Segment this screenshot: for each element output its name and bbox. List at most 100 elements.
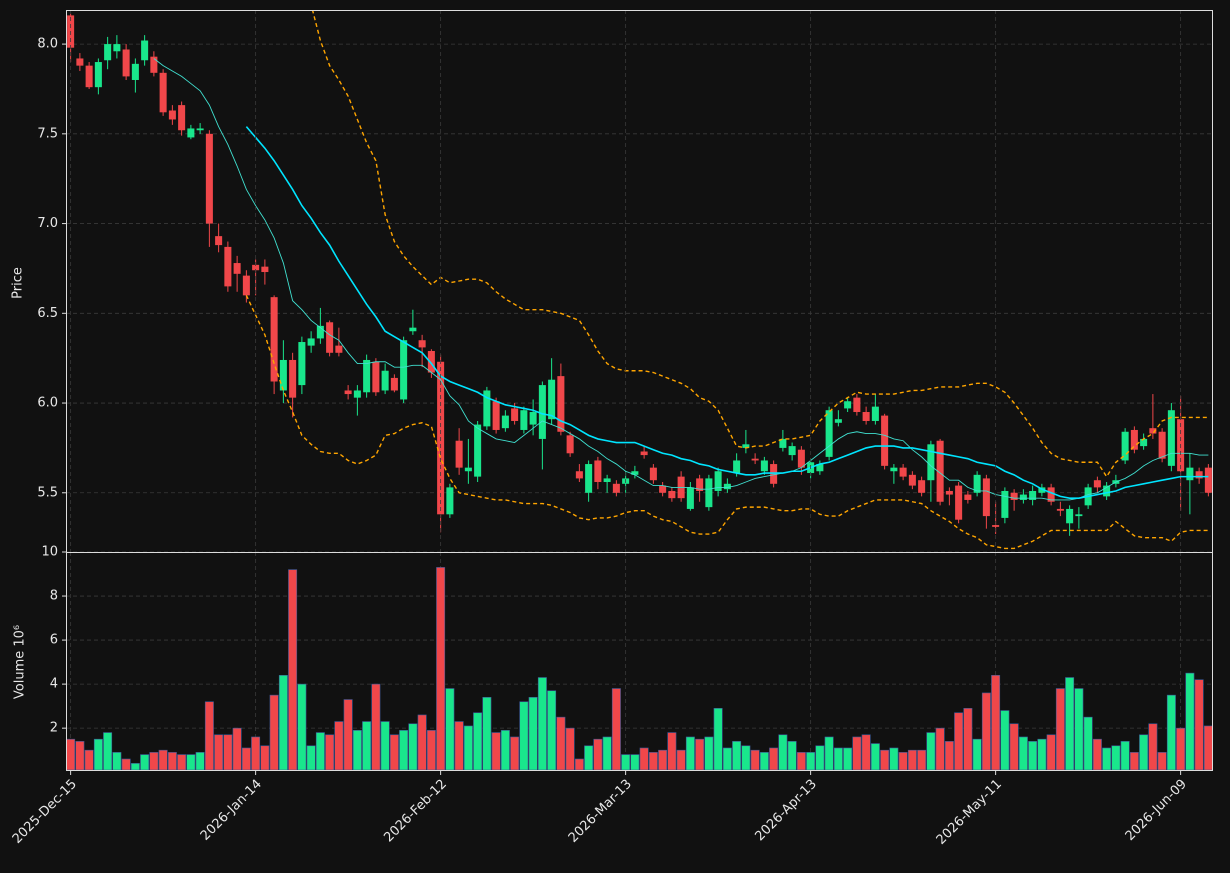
candle-body — [631, 471, 639, 475]
y-tick-label: 6.5 — [37, 306, 58, 321]
volume-bar — [195, 752, 205, 770]
candle-body — [335, 345, 343, 353]
volume-bar — [149, 752, 159, 770]
candle-body — [261, 266, 269, 273]
candle-body — [94, 62, 102, 88]
volume-bar — [547, 690, 557, 770]
volume-bar — [889, 747, 899, 770]
volume-bar — [269, 694, 279, 770]
candle-body — [104, 44, 112, 61]
candle-body — [760, 460, 768, 472]
candle-body — [242, 275, 250, 296]
candle-body — [649, 467, 657, 481]
volume-bar — [362, 721, 372, 770]
volume-bar — [473, 712, 483, 770]
candle-body — [936, 440, 944, 502]
candle-body — [409, 327, 417, 332]
candle-body — [1130, 429, 1138, 450]
candle-body — [612, 483, 620, 493]
candle-body — [455, 440, 463, 468]
candle-body — [464, 467, 472, 472]
candle-body — [1186, 467, 1194, 481]
volume-bar — [528, 697, 538, 770]
volume-bar — [574, 758, 584, 770]
volume-bar — [417, 714, 427, 770]
candle-body — [751, 458, 759, 461]
candle-body — [131, 63, 139, 80]
candle-body — [1001, 490, 1009, 518]
volume-bar — [926, 732, 936, 770]
volume-bar — [204, 701, 214, 770]
candle-body — [178, 105, 186, 131]
volume-bar — [306, 745, 316, 770]
volume-bar — [880, 749, 890, 770]
volume-bar — [519, 701, 529, 770]
candle-body — [992, 525, 1000, 527]
volume-bar — [602, 736, 612, 770]
candle-body — [899, 467, 907, 477]
volume-bar — [907, 749, 917, 770]
volume-bar — [93, 738, 103, 770]
candle-body — [168, 110, 176, 120]
volume-bar — [833, 747, 843, 770]
volume-bar — [741, 745, 751, 770]
volume-bar — [806, 752, 816, 770]
volume-bar — [1055, 688, 1065, 770]
candle-body — [566, 435, 574, 454]
candle-body — [668, 490, 676, 499]
volume-bar — [510, 736, 520, 770]
candle-body — [113, 44, 121, 52]
volume-bar — [214, 734, 224, 770]
candle-body — [594, 460, 602, 483]
volume-bar — [1092, 738, 1102, 770]
candle-body — [945, 490, 953, 495]
volume-bar — [352, 730, 362, 770]
candle-body — [908, 474, 916, 486]
candle-body — [982, 478, 990, 517]
candle-body — [973, 474, 981, 493]
panel — [66, 567, 1213, 770]
candle-body — [585, 464, 593, 493]
candle-body — [372, 361, 380, 393]
candle-body — [76, 58, 84, 66]
volume-bar — [343, 699, 353, 770]
volume-bar — [963, 708, 973, 770]
y-tick-label: 8 — [50, 589, 58, 604]
volume-bar — [1018, 736, 1028, 770]
candle-body — [1103, 485, 1111, 497]
volume-bar — [695, 738, 705, 770]
volume-bar — [769, 747, 779, 770]
volume-bar — [972, 738, 982, 770]
volume-bar — [1083, 716, 1093, 770]
volume-bar — [1065, 677, 1075, 770]
volume-bar — [778, 734, 788, 770]
volume-bar — [75, 741, 85, 770]
volume-bar — [584, 745, 594, 770]
candle-body — [825, 410, 833, 457]
candle-body — [788, 446, 796, 456]
candle-body — [1167, 410, 1175, 466]
volume-bar — [556, 716, 566, 770]
candle-body — [1158, 431, 1166, 459]
volume-bar — [121, 758, 131, 770]
candle-body — [797, 449, 805, 468]
candle-body — [1029, 490, 1037, 500]
volume-bar — [84, 749, 94, 770]
volume-bar — [658, 749, 668, 770]
volume-bar — [667, 732, 677, 770]
volume-bar — [796, 752, 806, 770]
volume-bar — [1194, 679, 1204, 770]
candle-body — [881, 415, 889, 466]
candle-body — [483, 390, 491, 427]
volume-bar — [704, 736, 714, 770]
candle-body — [344, 390, 352, 395]
volume-bar — [852, 736, 862, 770]
volume-bar — [722, 747, 732, 770]
volume-bar — [917, 749, 927, 770]
volume-bar — [685, 736, 695, 770]
candle-body — [575, 471, 583, 479]
candle-body — [529, 412, 537, 425]
candle-body — [298, 342, 306, 386]
volume-bar — [315, 732, 325, 770]
volume-bar — [445, 688, 455, 770]
